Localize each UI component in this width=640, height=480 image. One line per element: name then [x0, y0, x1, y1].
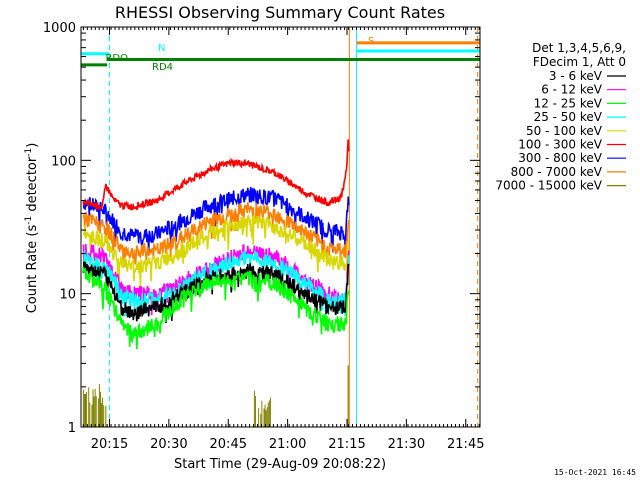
y-tick-label-1: 1 [68, 421, 76, 436]
flag-label-s: S [368, 36, 374, 47]
x-tick-label-1: 20:15 [91, 437, 128, 452]
legend-label-6: 100 - 300 keV [518, 138, 602, 152]
x-tick-label-2: 20:30 [150, 437, 187, 452]
legend-header-line-2: FDecim 1, Att 0 [533, 55, 626, 69]
series-line-4 [82, 250, 350, 317]
x-tick-label-4: 21:00 [269, 437, 306, 452]
y-tick-label-3: 100 [51, 154, 76, 169]
x-axis-label: Start Time (29-Aug-09 20:08:22) [174, 457, 386, 472]
flag-label-rdo: RDO [105, 53, 128, 64]
y-tick-label-4: 1000 [43, 21, 76, 36]
series-line-6 [82, 139, 350, 211]
x-tick-label-5: 21:15 [328, 437, 365, 452]
y-tick-label-2: 10 [59, 288, 76, 303]
x-tick-label-6: 21:30 [388, 437, 425, 452]
plot-frame [80, 26, 481, 428]
x-tick-label-3: 20:45 [210, 437, 247, 452]
y-axis-label: Count Rate (s-1 detector-1) [24, 143, 40, 314]
legend-label-1: 3 - 6 keV [549, 69, 603, 83]
legend-label-3: 12 - 25 keV [534, 96, 603, 110]
legend-label-8: 800 - 7000 keV [511, 165, 603, 179]
plot-area [81, 27, 480, 427]
legend-label-9: 7000 - 15000 keV [495, 179, 602, 193]
series-line-9 [82, 365, 349, 427]
legend-label-4: 25 - 50 keV [534, 110, 603, 124]
series-line-3 [82, 266, 350, 350]
flag-label-rd4: RD4 [152, 62, 173, 73]
x-tick-label-7: 21:45 [447, 437, 484, 452]
legend-header-line-1: Det 1,3,4,5,6,9, [532, 41, 626, 55]
flag-label-n: N [158, 43, 165, 54]
legend-label-2: 6 - 12 keV [541, 83, 603, 97]
chart-title: RHESSI Observing Summary Count Rates [115, 3, 445, 22]
series-line-8 [82, 202, 350, 267]
footer-date: 15-Oct-2021 16:45 [554, 468, 636, 477]
legend: Det 1,3,4,5,6,9, FDecim 1, Att 0 3 - 6 k… [495, 41, 626, 193]
series-line-5 [82, 214, 350, 290]
legend-label-7: 300 - 800 keV [518, 151, 602, 165]
legend-label-5: 50 - 100 keV [526, 124, 603, 138]
